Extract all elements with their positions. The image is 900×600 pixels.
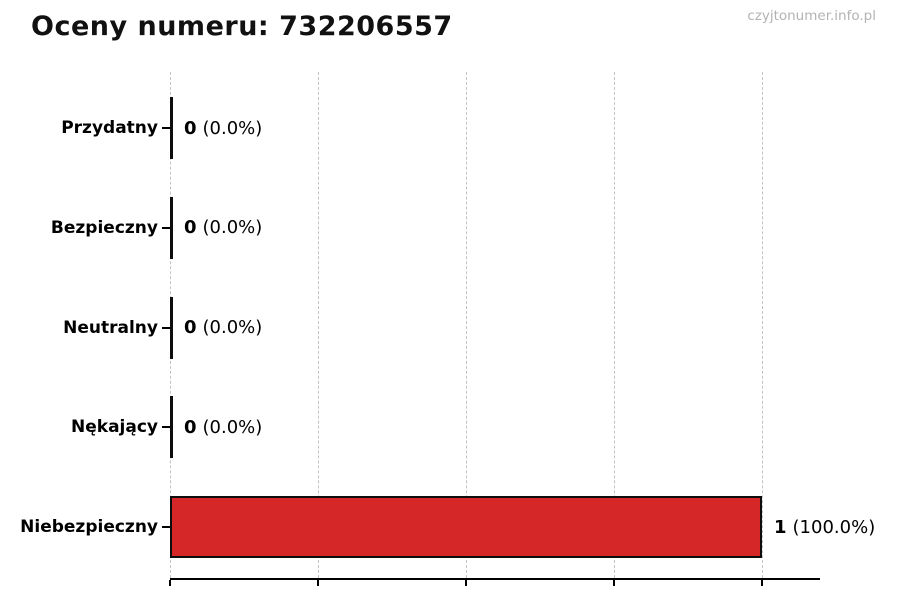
zero-value-bar xyxy=(170,296,173,359)
x-axis-tick xyxy=(169,580,171,586)
zero-value-bar xyxy=(170,396,173,459)
x-axis-tick xyxy=(465,580,467,586)
watermark-text: czyjtonumer.info.pl xyxy=(747,8,876,24)
x-axis-tick xyxy=(317,580,319,586)
value-label: 0 (0.0%) xyxy=(184,197,262,259)
value-label: 1 (100.0%) xyxy=(774,496,875,558)
value-count: 1 xyxy=(774,516,787,538)
value-count: 0 xyxy=(184,117,197,139)
value-count: 0 xyxy=(184,317,197,338)
vertical-gridline xyxy=(762,72,763,578)
y-axis-tick xyxy=(162,326,170,329)
category-label: Przydatny xyxy=(61,118,158,138)
bar-chart-plot-area: Przydatny 0 (0.0%) Bezpieczny 0 (0.0%) Neutral… xyxy=(20,72,875,586)
value-percent: (0.0%) xyxy=(202,117,263,139)
value-label: 0 (0.0%) xyxy=(184,97,262,159)
y-axis-tick xyxy=(162,127,170,129)
value-percent: (0.0%) xyxy=(202,416,263,438)
category-label: Nękający xyxy=(71,417,158,438)
value-percent: (100.0%) xyxy=(792,516,876,538)
page-title: Oceny numeru: 732206557 xyxy=(31,11,453,42)
vertical-gridline xyxy=(614,72,615,578)
x-axis-tick xyxy=(613,580,615,586)
category-label: Neutralny xyxy=(63,317,158,338)
value-count: 0 xyxy=(184,416,197,438)
value-label: 0 (0.0%) xyxy=(184,396,262,458)
y-axis-tick xyxy=(162,226,170,229)
category-label: Bezpieczny xyxy=(50,217,158,238)
value-percent: (0.0%) xyxy=(202,217,263,239)
x-axis-tick xyxy=(761,580,763,586)
bar xyxy=(170,496,762,558)
zero-value-bar xyxy=(170,97,173,159)
zero-value-bar xyxy=(170,196,173,259)
category-label: Niebezpieczny xyxy=(20,517,158,537)
y-axis-tick xyxy=(162,526,170,528)
value-percent: (0.0%) xyxy=(202,317,263,338)
vertical-gridline xyxy=(318,72,319,578)
value-label: 0 (0.0%) xyxy=(184,297,262,359)
vertical-gridline xyxy=(466,72,467,578)
x-axis-line xyxy=(170,578,820,580)
y-axis-tick xyxy=(162,426,170,429)
value-count: 0 xyxy=(184,217,197,239)
